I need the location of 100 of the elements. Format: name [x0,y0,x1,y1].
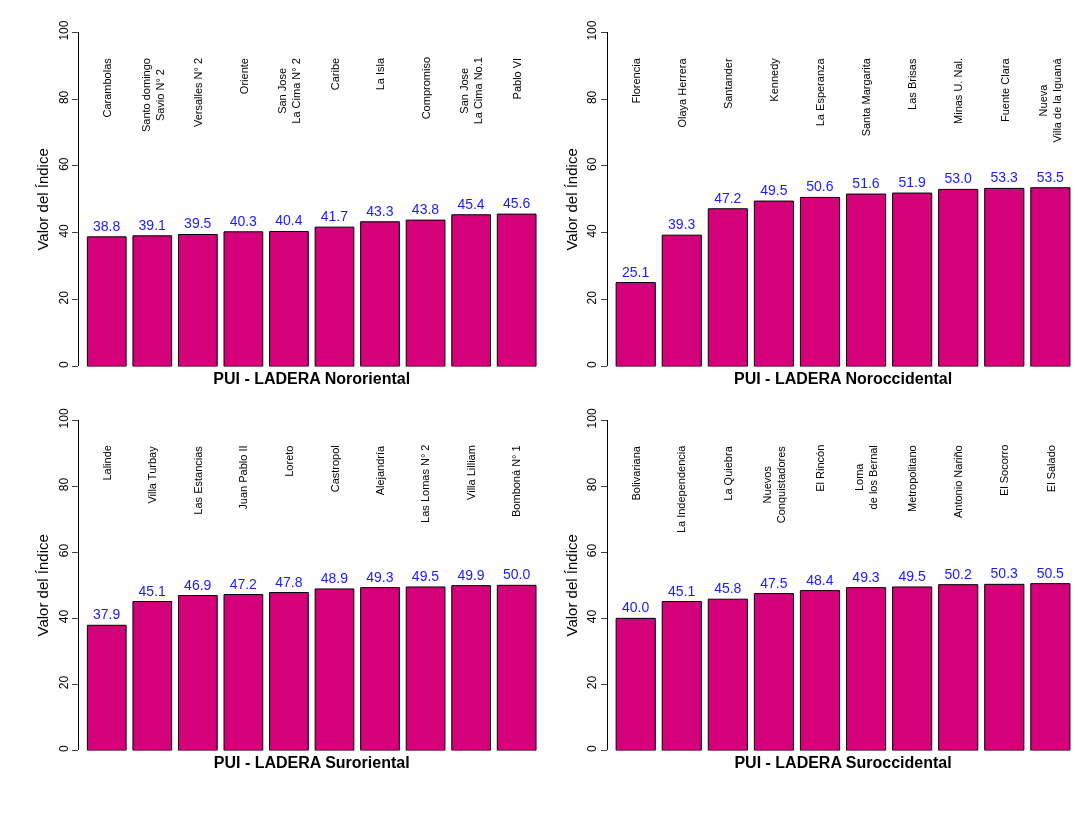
y-tick-label: 40 [585,609,600,624]
x-tick-label: San Jose La Cima No.1 [457,57,485,125]
y-tick-label: 80 [585,477,600,492]
x-tick-label: Juan Pablo II [237,445,250,510]
bar [846,193,887,367]
bar [132,601,173,751]
bar [223,594,264,751]
x-tick-label: La Quiebra [722,445,735,501]
data-label: 45.1 [668,582,696,599]
x-tick-label: Metropolitano [906,445,919,512]
x-tick-label: Santa Margarita [859,57,872,137]
data-label: 53.3 [990,169,1019,186]
x-tick-label: Olaya Herrera [676,57,689,128]
data-label: 50.3 [990,565,1019,582]
y-axis-title: Valor del Índice [562,148,580,251]
x-tick-label: Santander [721,58,734,110]
x-axis-title: PUI - LADERA Suroriental [213,754,410,772]
data-label: 47.2 [714,189,742,206]
bar [451,585,491,751]
data-label: 40.3 [229,212,258,229]
x-tick-label: Santo domingo Savio N° 2 [139,58,166,133]
data-label: 39.3 [668,216,696,233]
bar [405,219,446,367]
data-label: 39.1 [138,216,167,233]
x-tick-label: El Salado [1044,445,1057,493]
bar [846,587,887,751]
x-tick-label: Loreto [283,445,296,477]
x-tick-label: Las Lomas N° 2 [419,444,432,523]
data-label: 47.8 [275,573,303,590]
x-tick-label: Minas U. Nal. [952,57,965,124]
data-label: 47.5 [760,574,788,591]
x-tick-label: Lalinde [100,445,113,481]
data-label: 51.9 [898,174,926,191]
x-tick-label: La Esperanza [813,57,826,127]
bar [269,230,309,367]
x-tick-label: Compromiso [419,56,432,120]
x-tick-label: El Rincón [814,444,827,492]
x-tick-label: Alejandría [373,444,386,496]
data-label: 53.5 [1036,168,1065,185]
bar [496,584,537,751]
data-label: 40.4 [275,212,303,229]
y-tick-label: 60 [585,157,600,171]
data-label: 43.3 [366,202,394,219]
data-label: 49.5 [760,182,788,199]
bar [314,226,355,367]
x-tick-label: Bolivariana [629,445,642,501]
y-tick-label: 60 [56,543,71,558]
y-tick-label: 0 [585,744,600,752]
x-axis-title: PUI - LADERA Nororiental [213,370,411,388]
y-tick-label: 0 [56,744,71,752]
data-label: 45.4 [457,195,485,212]
bar [984,583,1025,751]
bar [1030,583,1071,751]
y-tick-label: 20 [585,675,600,690]
x-axis-title: PUI - LADERA Noroccidental [733,370,953,388]
data-label: 39.5 [184,215,212,232]
y-tick-label: 20 [56,290,71,305]
bar [753,200,795,367]
x-tick-label: Antonio Nariño [952,445,965,519]
data-label: 49.3 [366,568,394,585]
y-tick-label: 100 [56,20,71,41]
x-tick-label: La Independencia [675,444,688,534]
data-label: 41.7 [320,208,349,225]
y-tick-label: 40 [585,224,600,238]
x-tick-label: Caribe [328,57,341,91]
data-label: 50.5 [1036,564,1065,581]
data-label: 49.3 [852,568,880,585]
y-tick-label: 80 [56,90,71,105]
bar [799,590,841,751]
x-tick-label: Castropol [328,445,341,493]
bar [405,586,446,751]
data-label: 48.9 [320,569,349,586]
data-label: 53.0 [944,170,972,187]
y-tick-label: 80 [585,90,600,105]
bar [938,188,979,367]
data-label: 45.6 [502,195,531,212]
bar [707,598,748,751]
bar [177,233,218,367]
data-label: 49.5 [898,567,926,584]
bar [360,587,400,751]
y-tick-label: 20 [56,675,71,690]
y-tick-label: 80 [56,477,71,492]
bar [799,196,841,367]
x-tick-label: Las Estancias [192,445,205,515]
bar [615,617,656,751]
data-label: 50.6 [806,178,834,195]
data-label: 37.9 [93,606,121,623]
x-tick-label: Villa Lilliam [465,445,478,500]
x-tick-label: Bomboná N° 1 [510,445,523,517]
bar [177,595,218,751]
data-label: 50.2 [944,565,972,582]
bar [360,221,400,367]
x-tick-label: Versalles N° 2 [191,57,204,128]
x-tick-label: Florencia [629,57,642,104]
bar [1030,187,1071,367]
bar [984,187,1025,367]
bar [314,588,355,751]
y-tick-label: 20 [585,290,600,305]
bar [86,236,127,367]
bar [269,592,309,751]
